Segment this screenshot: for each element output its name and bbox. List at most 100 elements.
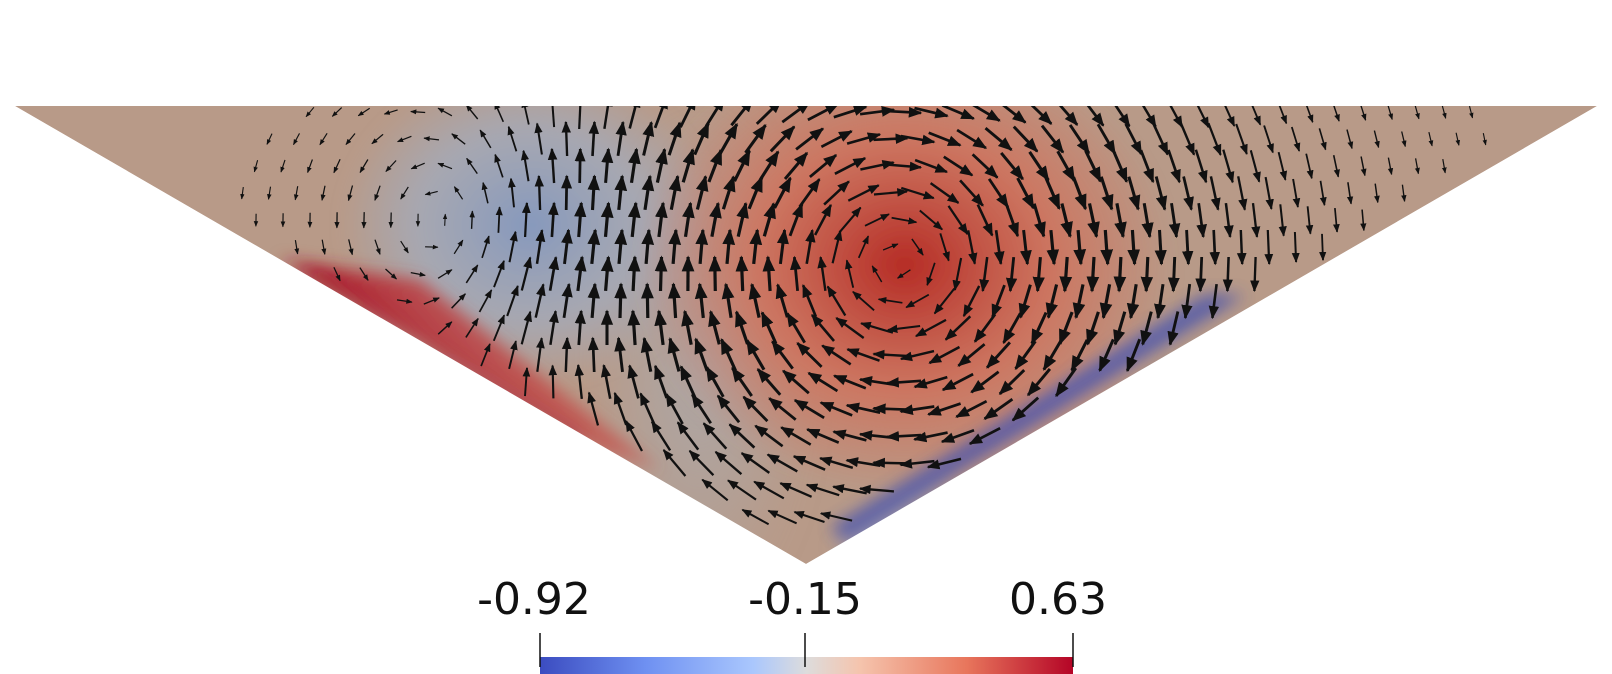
velocity-arrow — [1359, 106, 1367, 121]
velocity-arrow — [345, 133, 356, 145]
velocity-arrow — [1084, 150, 1102, 183]
velocity-arrow — [600, 201, 614, 238]
velocity-arrow — [627, 309, 641, 346]
colorbar-gradient — [540, 657, 1073, 674]
velocity-arrow — [442, 213, 448, 226]
velocity-arrow — [668, 228, 682, 265]
velocity-arrow — [613, 391, 628, 426]
colorbar: -0.92 -0.15 0.63 — [477, 574, 1107, 674]
velocity-arrow — [1305, 153, 1314, 180]
velocity-arrow — [762, 202, 776, 237]
velocity-arrow — [1249, 150, 1261, 183]
velocity-arrow — [927, 402, 962, 416]
velocity-arrow — [1237, 176, 1248, 211]
velocity-arrow — [734, 310, 750, 345]
velocity-arrow — [1195, 256, 1207, 293]
velocity-arrow — [508, 230, 518, 263]
velocity-arrow — [708, 255, 722, 292]
velocity-arrow — [998, 369, 1026, 395]
velocity-arrow — [727, 479, 757, 501]
velocity-arrow — [769, 125, 796, 153]
velocity-arrow — [779, 482, 813, 498]
velocity-arrow — [601, 147, 614, 184]
velocity-arrow — [1073, 229, 1087, 266]
colorbar-label-mid: -0.15 — [748, 574, 862, 625]
velocity-arrow — [790, 255, 802, 292]
velocity-arrow — [891, 216, 918, 225]
velocity-arrow — [453, 239, 464, 255]
velocity-arrow — [807, 106, 840, 122]
velocity-arrow — [1032, 256, 1045, 293]
cold-wall-core — [830, 295, 1245, 540]
velocity-arrow — [941, 372, 974, 392]
velocity-arrow — [1346, 129, 1354, 150]
velocity-arrow — [536, 337, 545, 372]
velocity-arrow — [834, 157, 867, 175]
velocity-arrow — [983, 398, 1014, 420]
velocity-arrow — [805, 228, 816, 265]
velocity-arrow — [280, 159, 286, 173]
velocity-arrow — [748, 282, 762, 318]
velocity-arrow — [1196, 203, 1208, 239]
velocity-arrow — [333, 159, 341, 174]
velocity-arrow — [374, 239, 381, 255]
velocity-arrow — [548, 201, 559, 238]
velocity-arrow — [933, 287, 956, 315]
velocity-arrow — [1164, 106, 1184, 129]
velocity-arrow — [1181, 229, 1194, 266]
velocity-arrow — [914, 158, 949, 174]
velocity-arrow — [508, 340, 518, 370]
velocity-arrow — [1114, 203, 1127, 239]
velocity-arrow — [520, 310, 533, 345]
velocity-arrow — [718, 122, 739, 155]
velocity-arrow — [1401, 131, 1407, 148]
velocity-arrow — [722, 228, 736, 265]
velocity-arrow — [852, 290, 875, 312]
velocity-arrow — [397, 135, 412, 143]
velocity-arrow — [478, 289, 493, 313]
velocity-arrow — [693, 121, 710, 156]
velocity-arrow — [1100, 229, 1114, 266]
velocity-arrow — [1098, 338, 1115, 372]
velocity-arrow — [900, 134, 936, 146]
velocity-arrow — [383, 109, 398, 115]
velocity-arrow — [786, 312, 806, 344]
velocity-arrow — [667, 337, 681, 372]
velocity-arrow — [1373, 130, 1380, 149]
velocity-arrow — [521, 201, 531, 238]
velocity-arrow — [973, 313, 997, 343]
velocity-arrow — [561, 174, 573, 211]
scalar-field-triangle — [15, 106, 1597, 564]
velocity-arrow — [396, 298, 413, 304]
velocity-arrow — [767, 509, 798, 525]
velocity-arrow — [858, 484, 894, 495]
velocity-arrow — [1194, 149, 1208, 184]
velocity-arrow — [574, 363, 585, 400]
velocity-arrow — [821, 344, 852, 366]
velocity-arrow — [1014, 340, 1037, 371]
velocity-arrow — [653, 364, 669, 399]
velocity-arrow — [348, 239, 354, 256]
velocity-arrow — [587, 391, 600, 426]
velocity-arrow — [1209, 176, 1221, 211]
velocity-arrow — [1125, 338, 1142, 373]
velocity-arrow — [587, 336, 599, 373]
velocity-arrow — [1099, 176, 1114, 211]
velocity-arrow — [1332, 155, 1340, 178]
velocity-arrow — [1020, 229, 1032, 266]
velocity-arrow — [679, 106, 697, 128]
velocity-arrow — [929, 182, 960, 204]
velocity-arrow — [548, 364, 558, 399]
velocity-arrow — [465, 264, 479, 284]
velocity-arrow — [694, 337, 709, 372]
velocity-arrow — [587, 282, 600, 319]
velocity-arrow — [781, 106, 811, 124]
velocity-arrow — [1387, 157, 1394, 176]
velocity-arrow — [561, 336, 572, 373]
velocity-arrow — [1428, 131, 1434, 147]
velocity-arrow — [548, 255, 560, 291]
velocity-arrow — [886, 161, 923, 172]
velocity-arrow — [1046, 229, 1060, 266]
velocity-arrow — [760, 311, 778, 345]
velocity-arrow — [1111, 149, 1129, 183]
